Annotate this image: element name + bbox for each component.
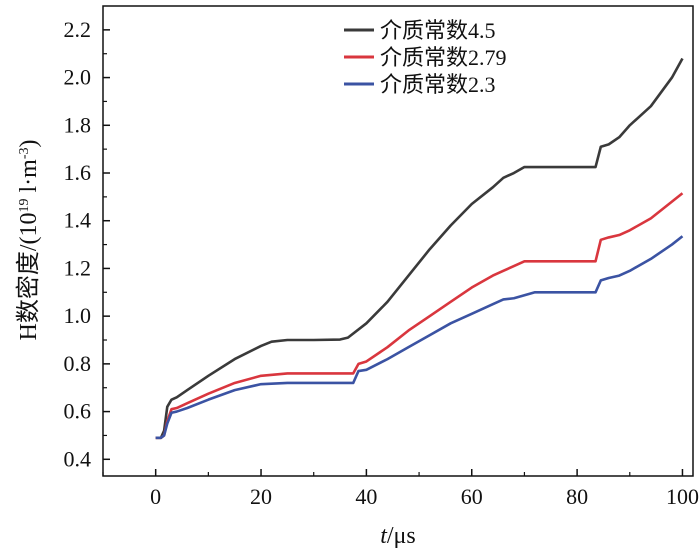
series-lines <box>155 57 684 440</box>
x-axis-title: t/μs <box>380 523 416 549</box>
y-tick-label: 1.6 <box>64 160 92 185</box>
y-tick-label: 1.4 <box>64 208 92 233</box>
plot-frame <box>102 5 694 477</box>
legend-label: 介质常数2.3 <box>380 72 496 97</box>
legend-label: 介质常数4.5 <box>380 18 496 43</box>
y-tick-label: 1.2 <box>64 255 92 280</box>
x-tick-label: 40 <box>355 484 377 509</box>
series-line-2 <box>155 192 684 440</box>
x-tick-label: 60 <box>461 484 483 509</box>
x-tick-label: 20 <box>250 484 272 509</box>
series-line-3 <box>155 235 684 440</box>
y-tick-label: 2.0 <box>64 65 92 90</box>
y-tick-label: 1.8 <box>64 112 92 137</box>
series-line-1 <box>155 57 684 440</box>
axis-ticks: 0 20 40 60 80 100 0.4 0.6 0.8 1.0 1.2 1.4 1.6 1.8 2.0 2… <box>64 17 699 509</box>
y-tick-label: 2.2 <box>64 17 92 42</box>
y-tick-label: 0.4 <box>64 446 92 471</box>
x-tick-label: 100 <box>666 484 699 509</box>
legend-label: 介质常数2.79 <box>380 45 507 70</box>
x-tick-label: 0 <box>150 484 161 509</box>
y-tick-label: 1.0 <box>64 303 92 328</box>
x-tick-label: 80 <box>566 484 588 509</box>
y-axis-title: H数密度/(1019 l·m-3) <box>15 140 42 341</box>
y-tick-label: 0.8 <box>64 351 92 376</box>
y-tick-label: 0.6 <box>64 399 92 424</box>
